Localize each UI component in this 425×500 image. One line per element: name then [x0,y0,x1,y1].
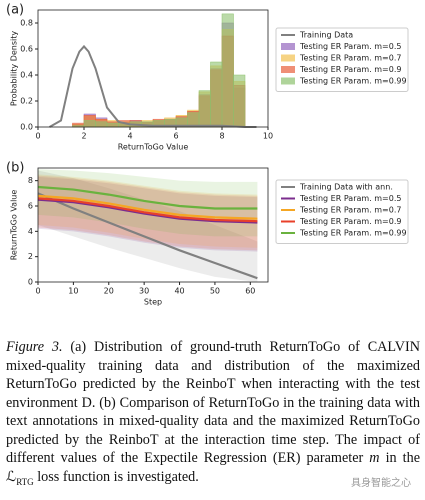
hist-bar [106,122,119,128]
x-tick-label: 0 [35,287,40,296]
legend-swatch [281,43,295,50]
caption: Figure 3. (a) Distribution of ground-tru… [6,338,420,491]
y-tick-label: 0.0 [20,123,33,132]
y-tick-label: 2 [28,252,33,261]
series-line [37,194,258,220]
series-line [37,197,258,223]
x-tick-label: 60 [245,287,255,296]
hist-bar [83,120,96,128]
x-tick-label: 0 [35,132,40,141]
caption-text: (a) Distribution of ground-truth ReturnT… [6,339,420,466]
y-tick-label: 0.6 [20,45,33,54]
hist-bar [95,121,108,128]
y-axis-label: Probability Density [10,31,19,107]
density-line [49,44,257,128]
legend-label: Testing ER Param. m=0.5 [299,194,401,203]
x-tick-label: 10 [263,132,273,141]
x-tick-label: 2 [81,132,86,141]
series-line [37,192,258,280]
y-tick-label: 6 [28,202,33,211]
x-axis-label: ReturnToGo Value [118,143,189,152]
panel-label: (b) [6,161,24,176]
caption-var: m [369,450,380,466]
x-tick-label: 30 [139,287,149,296]
hist-bar [210,61,223,128]
series-line [37,185,258,210]
x-tick-label: 6 [173,132,178,141]
x-tick-label: 4 [127,132,132,141]
series-line [37,198,258,224]
legend-label: Testing ER Param. m=0.9 [299,65,401,74]
x-axis-label: Step [144,298,162,307]
caption-mid: in the [379,450,420,466]
legend-label: Testing ER Param. m=0.7 [299,54,401,63]
legend-label: Testing ER Param. m=0.7 [299,206,401,215]
axes-frame [37,9,269,128]
hist-bar [233,74,246,128]
y-tick-label: 0 [28,278,33,287]
caption-end: loss function is investigated. [33,468,199,485]
axes-frame [37,167,269,283]
legend-swatch [281,77,295,85]
error-band [38,170,258,282]
caption-label: Figure 3. [6,339,63,355]
y-axis-label: ReturnToGo Value [10,190,19,261]
legend-box [275,27,409,92]
hist-bar [221,13,234,128]
x-tick-label: 50 [210,287,220,296]
y-tick-label: 4 [28,227,33,236]
caption-loss: ℒ [6,468,17,485]
hist-bar [198,90,211,128]
legend-swatch [281,54,295,62]
y-tick-label: 0.8 [20,19,33,28]
legend-label: Testing ER Param. m=0.9 [299,217,401,226]
x-tick-label: 8 [219,132,224,141]
y-tick-label: 0.4 [20,71,33,80]
panel-label: (a) [6,3,24,18]
legend-label: Training Data [299,31,353,40]
figure: (a) Probability Density ReturnToGo Value 0.… [6,3,409,307]
caption-loss-sub: RTG [16,476,34,487]
watermark: 具身智能之心 [351,478,411,489]
legend-label: Testing ER Param. m=0.99 [299,77,407,86]
legend-label: Testing ER Param. m=0.5 [299,42,401,51]
legend-swatch [281,66,295,73]
y-tick-label: 0.2 [20,97,33,106]
x-tick-label: 40 [174,287,184,296]
y-tick-label: 8 [28,176,33,185]
legend-label: Training Data with ann. [299,183,393,192]
x-tick-label: 10 [68,287,78,296]
legend-label: Testing ER Param. m=0.99 [299,229,407,238]
legend-box [275,179,409,244]
x-tick-label: 20 [104,287,114,296]
